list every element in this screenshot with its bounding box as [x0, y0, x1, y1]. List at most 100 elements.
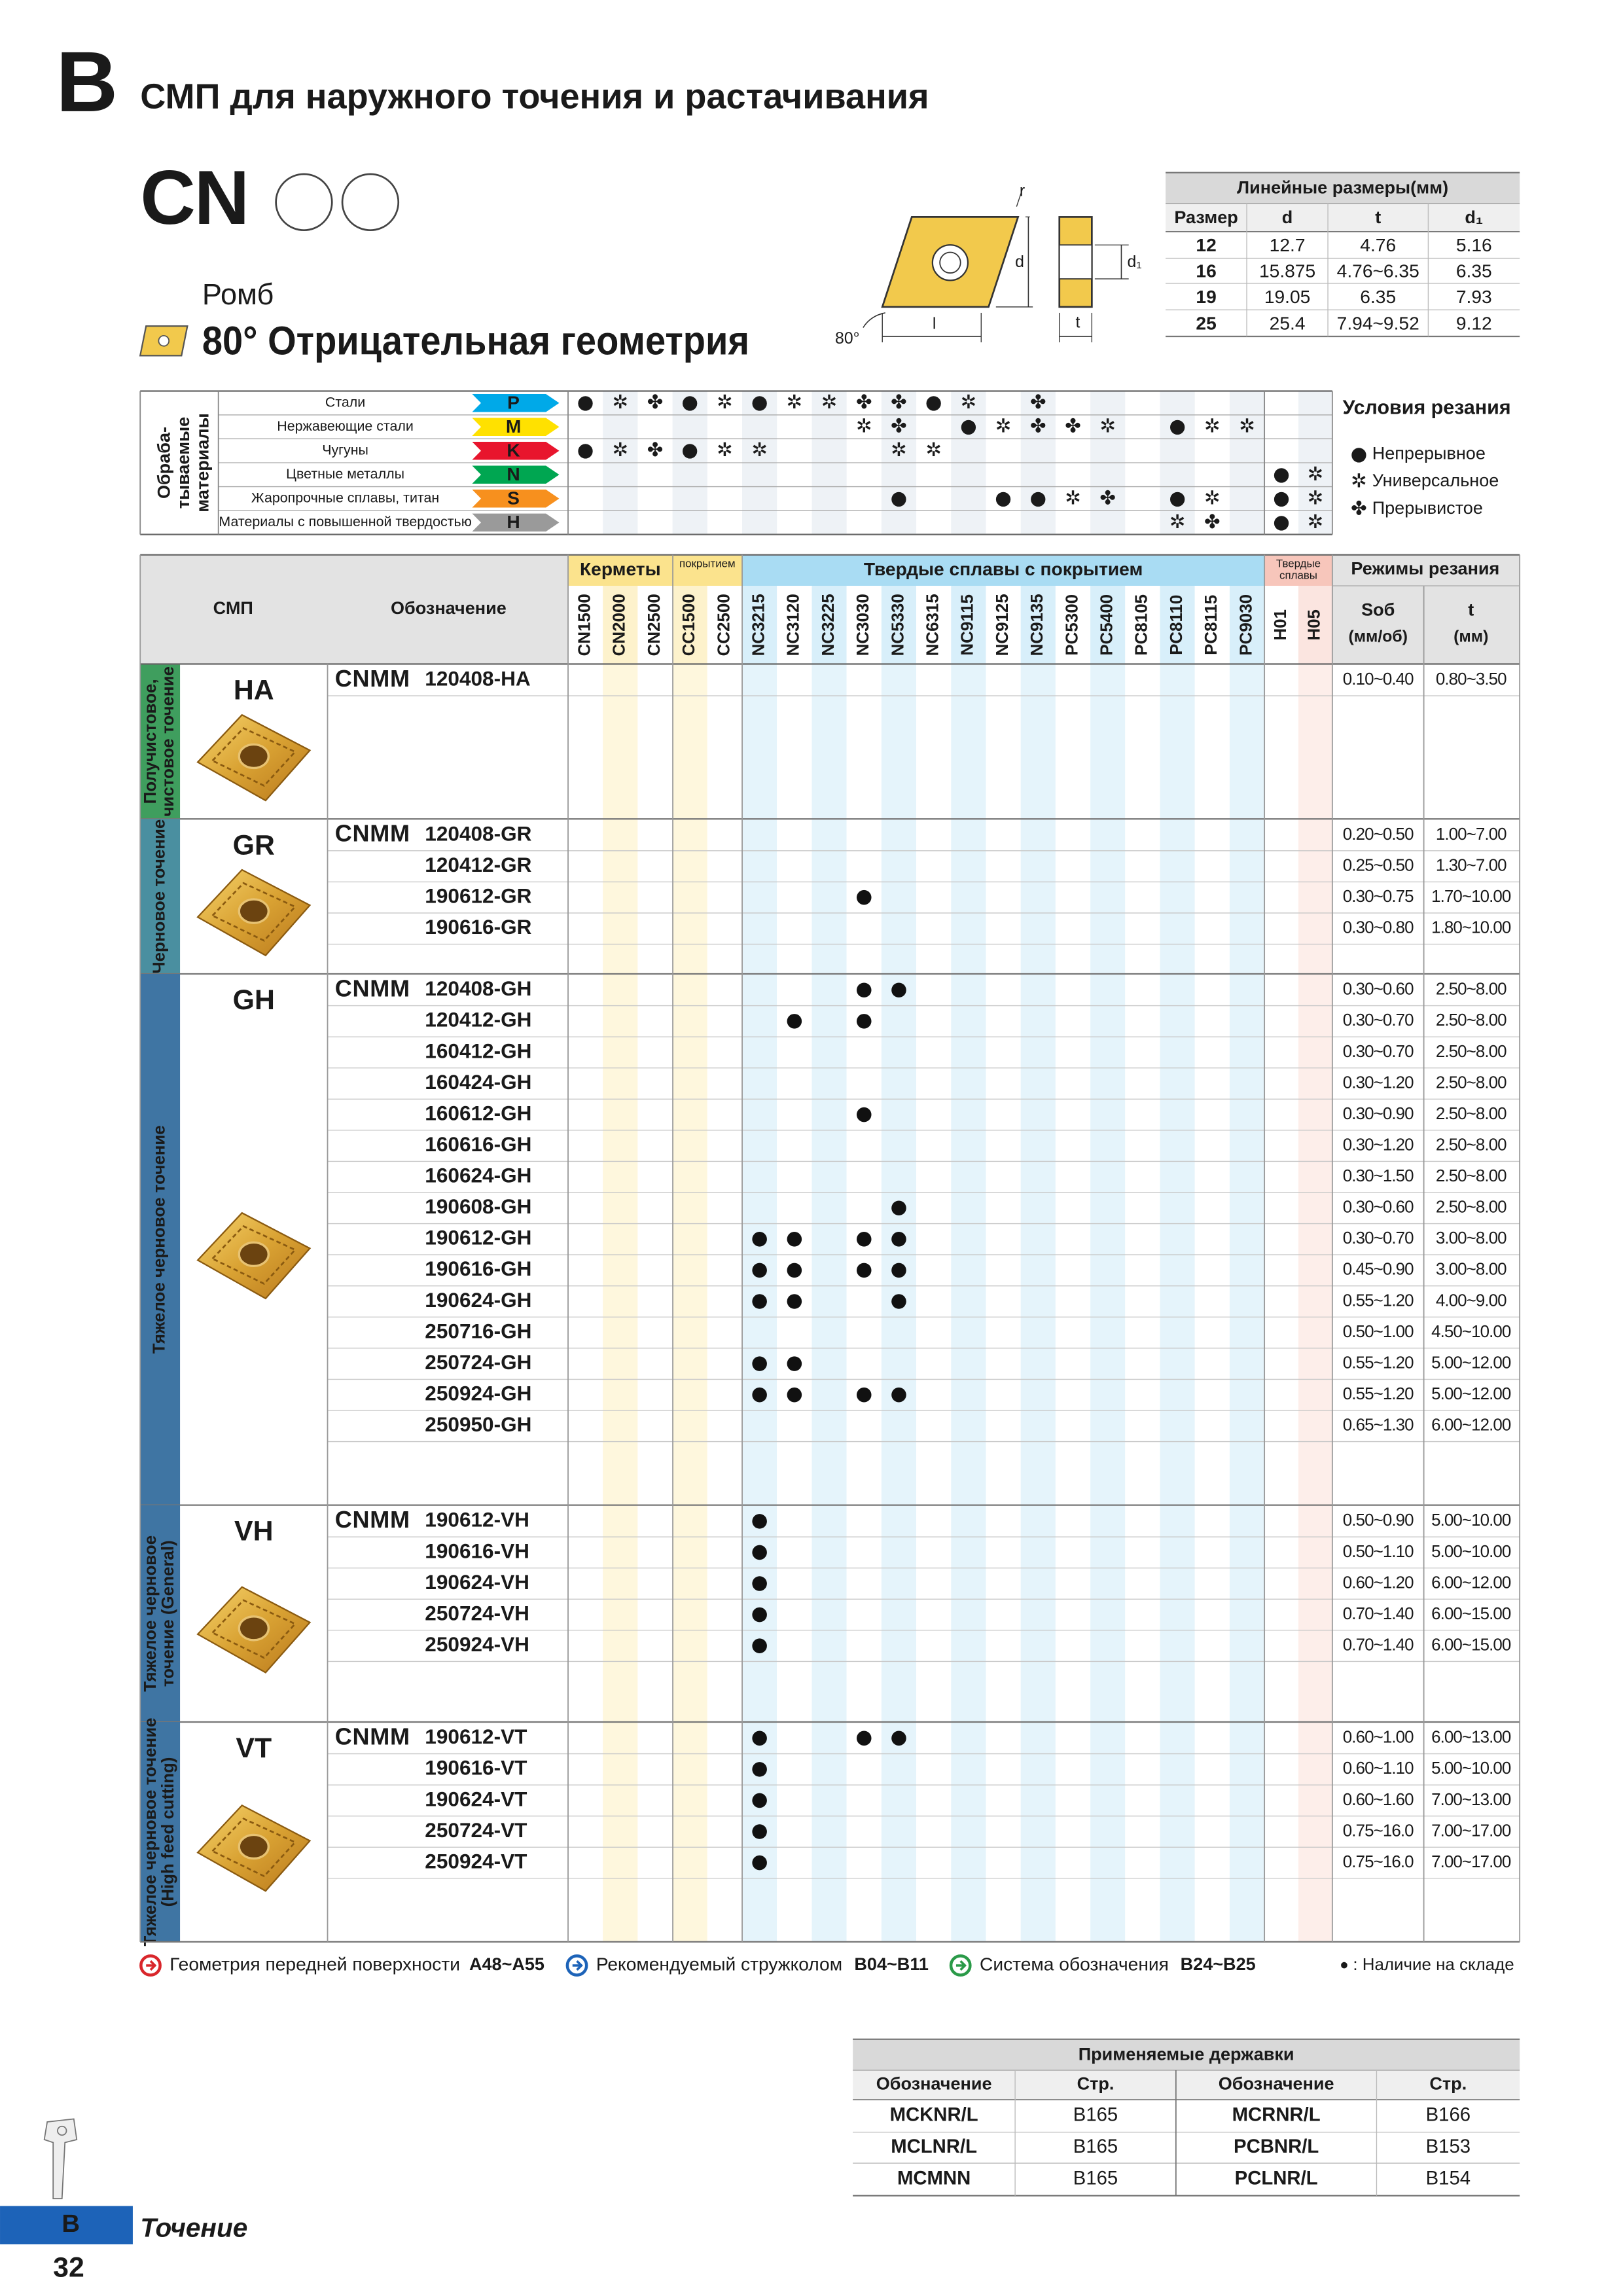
depth-value: 2.50~8.00 — [1436, 1043, 1507, 1061]
table-cell: 12.7 — [1270, 234, 1306, 255]
iso-tag — [472, 513, 560, 532]
depth-value: 7.00~13.00 — [1431, 1791, 1511, 1809]
stock-mark — [856, 1232, 872, 1247]
holders-header-bg — [853, 2070, 1520, 2100]
link-label: Система обозначения — [980, 1953, 1169, 1974]
holders-cell: MCKNR/L — [890, 2104, 978, 2126]
condition-mark: ● — [1169, 486, 1186, 509]
insert-side-hole — [1058, 244, 1093, 280]
table-cell: 7.93 — [1456, 286, 1492, 307]
iso-code: H — [507, 511, 520, 532]
column-header: Режимы резания — [1351, 558, 1499, 578]
depth-value: 5.00~10.00 — [1431, 1511, 1511, 1530]
designation-prefix: CNMM — [335, 820, 410, 847]
grade-header-bg — [881, 586, 917, 664]
insert-hole-inner — [939, 251, 961, 274]
designation: 190612-VT — [425, 1725, 527, 1748]
column-stripe — [637, 664, 673, 1942]
feed-value: 0.30~1.20 — [1343, 1136, 1414, 1154]
designation: 190612-GR — [425, 884, 531, 908]
condition-mark: ● — [891, 486, 908, 509]
grade-header-bg — [1194, 586, 1230, 664]
condition-mark: ● — [995, 486, 1012, 509]
feed-value: 0.20~0.50 — [1343, 825, 1414, 844]
link-arrow — [572, 1960, 583, 1971]
stock-mark — [787, 1014, 802, 1029]
grade-name: NC3225 — [819, 594, 838, 656]
stock-mark — [787, 1294, 802, 1309]
condition-mark: ✲ — [821, 391, 838, 413]
depth-value: 2.50~8.00 — [1436, 980, 1507, 999]
grade-name: PC9030 — [1237, 594, 1255, 656]
condition-mark: ✲ — [717, 439, 733, 461]
chipbreaker-code: GH — [233, 984, 275, 1016]
insert-chipbreaker — [211, 882, 297, 942]
grade-name: H01 — [1272, 609, 1290, 641]
grade-group-bg — [672, 554, 743, 586]
condition-mark: ✲ — [1308, 463, 1324, 485]
insert-hole — [931, 244, 969, 281]
depth-value: 5.00~12.00 — [1431, 1354, 1511, 1372]
feed-value: 0.50~1.10 — [1343, 1543, 1414, 1561]
stock-mark — [891, 1263, 906, 1278]
group-side-bar — [140, 1722, 181, 1942]
grade-header-bg — [707, 586, 743, 664]
holders-cell: B154 — [1426, 2168, 1471, 2189]
grade-name: PC8110 — [1168, 595, 1186, 655]
column-stripe — [1298, 664, 1332, 1942]
column-header: Обозначение — [391, 598, 507, 618]
group-label: Получистовое, — [141, 679, 160, 804]
condition-mark: ✲ — [787, 391, 803, 413]
grade-header-bg — [568, 586, 603, 664]
condition-symbol: ● — [1351, 442, 1368, 465]
condition-mark: ✤ — [1030, 415, 1046, 437]
shape-icon-hole — [158, 334, 170, 347]
insert-chipbreaker — [211, 1818, 297, 1878]
designation: 190616-GR — [425, 915, 531, 939]
stock-mark — [752, 1607, 767, 1623]
feed-value: 0.30~0.60 — [1343, 1198, 1414, 1217]
group-side-bar — [140, 664, 181, 819]
feed-value: 0.70~1.40 — [1343, 1636, 1414, 1655]
depth-value: 1.00~7.00 — [1436, 825, 1507, 844]
material-name: Жаропрочные сплавы, титан — [251, 490, 439, 505]
condition-mark: ● — [577, 391, 594, 413]
condition-mark: ● — [1273, 486, 1290, 509]
stock-mark — [752, 1294, 767, 1309]
column-header: СМП — [213, 598, 253, 618]
holders-title-bg — [853, 2039, 1520, 2071]
insert-hole — [238, 1833, 270, 1860]
feed-value: 0.55~1.20 — [1343, 1354, 1414, 1372]
grade-name: PC8115 — [1202, 595, 1221, 655]
column-header: d — [1282, 207, 1293, 227]
header-bg — [140, 554, 569, 664]
grade-name: PC5400 — [1098, 594, 1116, 656]
grade-group-bg — [1264, 554, 1332, 586]
condition-mark: ✲ — [1204, 486, 1221, 509]
stock-mark — [752, 1545, 767, 1560]
column-stripe — [1055, 664, 1091, 1942]
depth-value: 2.50~8.00 — [1436, 1105, 1507, 1123]
grade-header-bg — [637, 586, 673, 664]
iso-code: M — [506, 416, 521, 437]
insert-hole — [238, 1241, 270, 1268]
link-label: Рекомендуемый стружколом — [596, 1953, 842, 1974]
link-pages: A48~A55 — [469, 1954, 544, 1974]
geometry-title: 80° Отрицательная геометрия — [202, 319, 749, 363]
table-cell: 25.4 — [1270, 312, 1306, 333]
feed-value: 0.45~0.90 — [1343, 1261, 1414, 1279]
feed-value: 0.25~0.50 — [1343, 856, 1414, 874]
group-label: Черновое точение — [150, 819, 168, 974]
grade-name: CC2500 — [715, 594, 733, 656]
grade-header-bg — [742, 586, 777, 664]
stock-note-label: : Наличие на складе — [1353, 1956, 1514, 1974]
condition-mark: ✲ — [891, 439, 907, 461]
condition-mark: ✲ — [925, 439, 942, 461]
designation: 190624-VH — [425, 1570, 529, 1594]
feed-value: 0.30~0.90 — [1343, 1105, 1414, 1123]
grade-header-bg — [1090, 586, 1126, 664]
depth-value: 7.00~17.00 — [1431, 1821, 1511, 1840]
holders-header: Стр. — [1077, 2074, 1115, 2094]
designation-prefix: CNMM — [335, 665, 410, 692]
depth-value: 1.70~10.00 — [1431, 888, 1511, 906]
